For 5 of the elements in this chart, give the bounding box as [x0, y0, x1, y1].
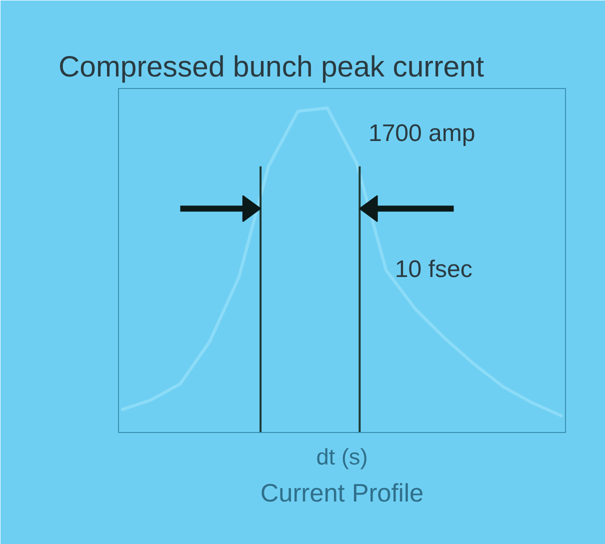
text: Current Profile	[260, 480, 424, 508]
annotation: 1700 amp	[368, 120, 476, 147]
x-axis-title: dt (s)	[316, 444, 368, 470]
chart-title: Compressed bunch peak current	[58, 50, 484, 84]
annotation: 10 fsec	[394, 256, 472, 284]
